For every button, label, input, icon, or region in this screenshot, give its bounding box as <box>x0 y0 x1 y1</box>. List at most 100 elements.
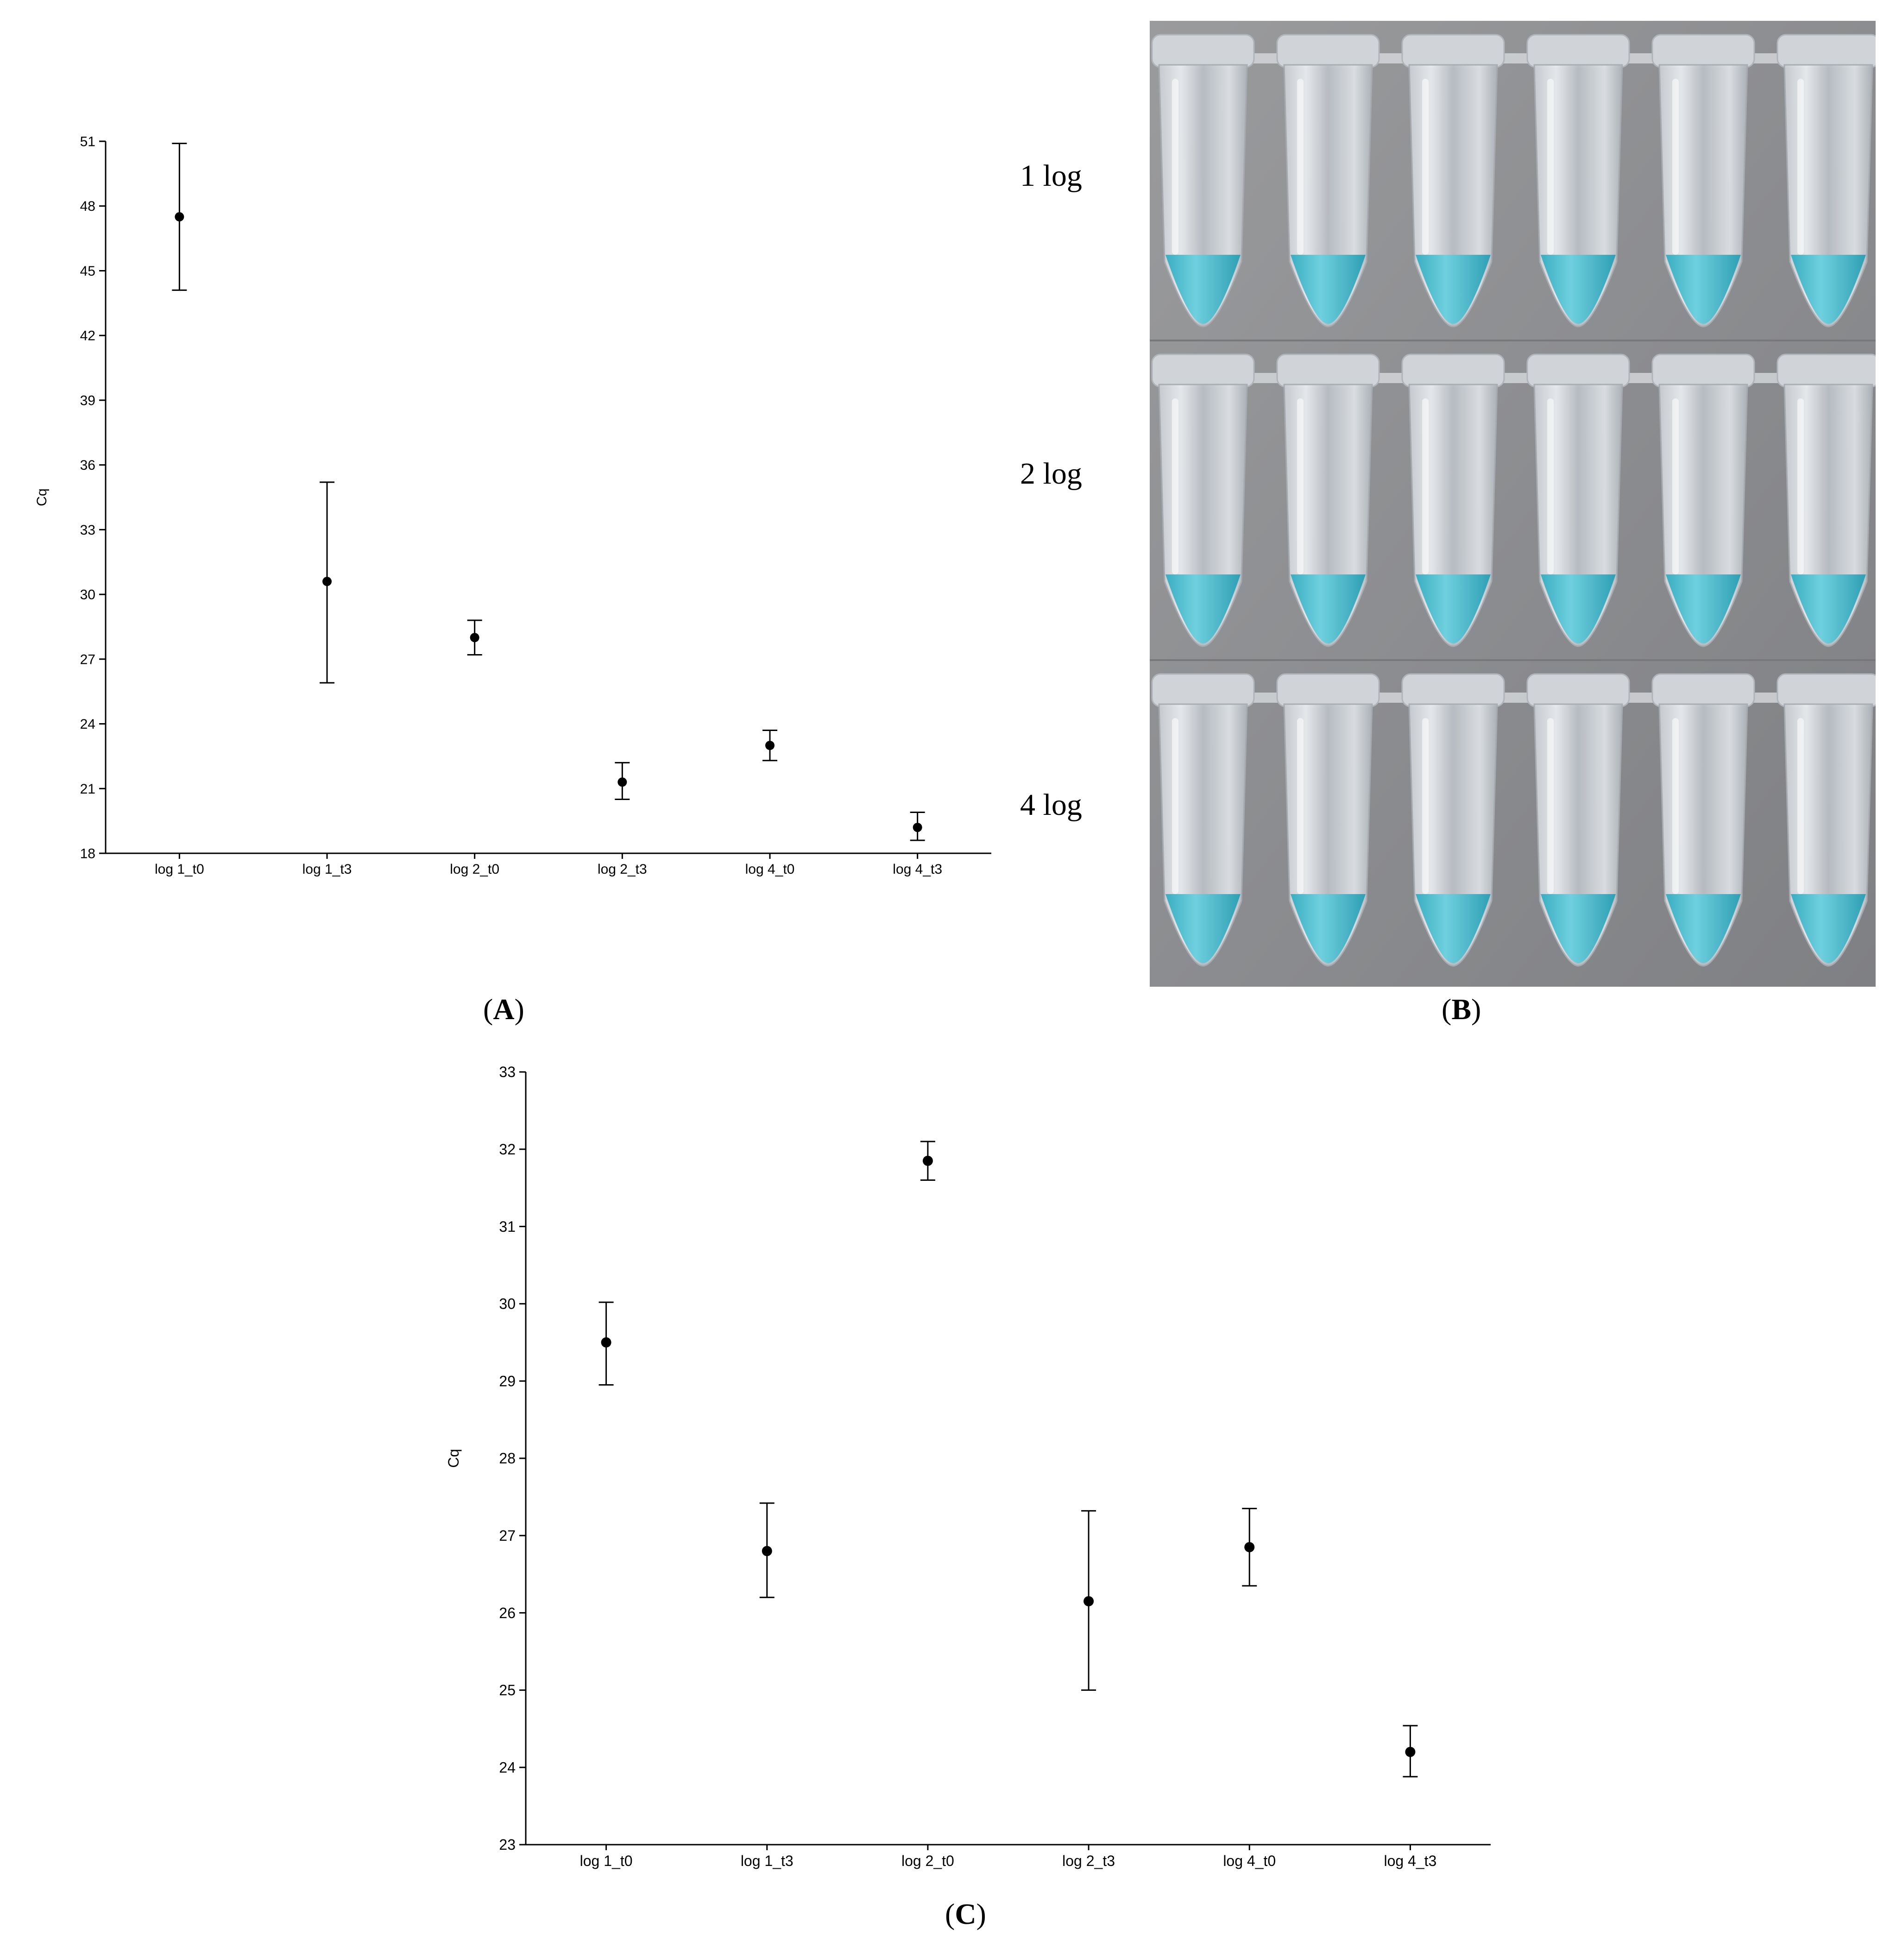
data-point-4 <box>765 741 775 750</box>
tube-cap-0-4 <box>1651 34 1755 68</box>
x-tick-label-5: log 4_t3 <box>1384 1853 1436 1869</box>
y-tick-label-7: 30 <box>499 1296 516 1312</box>
chart-a: 18 21 24 27 30 33 36 39 42 45 48 51 Cq log 1_t0 log 1_… <box>34 134 991 877</box>
photo-background <box>1150 21 1876 987</box>
tube-cap-0-0 <box>1151 34 1255 68</box>
y-tick-label-4: 27 <box>499 1527 516 1544</box>
strip-0 <box>1159 53 1866 63</box>
y-axis-label: Cq <box>445 1449 462 1468</box>
tube-highlight-0-0 <box>1172 79 1178 255</box>
chart-c: 23 24 25 26 27 28 29 30 31 32 33 Cq log 1_t0 log 1_t3… <box>445 1064 1491 1869</box>
tube-highlight-1-1 <box>1297 398 1304 574</box>
tube-liquid-0-3 <box>1541 255 1616 324</box>
tube-highlight-0-4 <box>1672 79 1679 255</box>
y-tick-label-1: 21 <box>80 781 95 797</box>
tube-highlight-0-3 <box>1547 79 1554 255</box>
y-tick-label-1: 24 <box>499 1759 516 1776</box>
y-tick-label-0: 23 <box>499 1836 516 1853</box>
x-tick-label-3: log 2_t3 <box>1062 1853 1115 1869</box>
y-tick-label-8: 42 <box>80 328 95 344</box>
tube-highlight-1-4 <box>1672 398 1679 574</box>
x-tick-label-2: log 2_t0 <box>901 1853 954 1869</box>
x-tick-label-0: log 1_t0 <box>155 862 204 877</box>
tube-highlight-1-2 <box>1422 398 1429 574</box>
data-point-0 <box>601 1337 611 1348</box>
tube-cap-1-4 <box>1651 353 1755 388</box>
tube-liquid-2-1 <box>1291 894 1366 963</box>
tube-cap-1-2 <box>1401 353 1505 388</box>
x-tick-label-0: log 1_t0 <box>580 1853 633 1869</box>
tube-liquid-1-2 <box>1416 574 1491 643</box>
data-point-5 <box>1405 1746 1416 1757</box>
tube-cap-2-0 <box>1151 673 1255 707</box>
y-tick-label-10: 48 <box>80 199 95 214</box>
tube-highlight-2-2 <box>1422 718 1429 894</box>
data-point-0 <box>175 212 184 222</box>
tube-photo <box>1150 21 1876 987</box>
data-point-2 <box>922 1155 933 1166</box>
y-axis-label: Cq <box>34 488 50 506</box>
y-tick-label-11: 51 <box>80 134 95 150</box>
strip-1 <box>1159 373 1866 383</box>
panel-label-c: (C) <box>945 1897 986 1930</box>
y-tick-label-9: 45 <box>80 264 95 279</box>
tube-cap-2-1 <box>1276 673 1380 707</box>
row-label-1log: 1 log <box>1020 159 1082 193</box>
y-tick-label-2: 25 <box>499 1682 516 1699</box>
tube-cap-2-5 <box>1776 673 1876 707</box>
tube-highlight-2-4 <box>1672 718 1679 894</box>
y-tick-label-4: 30 <box>80 587 95 603</box>
tube-cap-0-3 <box>1526 34 1630 68</box>
tube-highlight-2-5 <box>1797 718 1804 894</box>
tube-highlight-1-5 <box>1797 398 1804 574</box>
tube-liquid-2-3 <box>1541 894 1616 963</box>
data-point-1 <box>762 1546 772 1557</box>
y-tick-label-5: 33 <box>80 523 95 538</box>
y-tick-label-3: 26 <box>499 1605 516 1621</box>
x-tick-label-3: log 2_t3 <box>598 862 647 877</box>
tube-liquid-1-1 <box>1291 574 1366 643</box>
y-tick-label-2: 24 <box>80 717 95 732</box>
tube-cap-2-3 <box>1526 673 1630 707</box>
x-tick-label-2: log 2_t0 <box>450 862 499 877</box>
tube-highlight-0-5 <box>1797 79 1804 255</box>
panel-label-b: (B) <box>1442 993 1481 1026</box>
tube-highlight-2-3 <box>1547 718 1554 894</box>
tube-liquid-2-4 <box>1666 894 1741 963</box>
y-tick-label-6: 29 <box>499 1373 516 1389</box>
tube-cap-0-5 <box>1776 34 1876 68</box>
y-tick-label-6: 36 <box>80 458 95 473</box>
tube-liquid-2-0 <box>1165 894 1241 963</box>
data-point-2 <box>470 633 479 643</box>
x-tick-label-1: log 1_t3 <box>302 862 352 877</box>
y-tick-label-5: 28 <box>499 1450 516 1467</box>
tube-highlight-0-2 <box>1422 79 1429 255</box>
tube-liquid-0-5 <box>1791 255 1866 324</box>
x-tick-label-4: log 4_t0 <box>745 862 795 877</box>
data-point-3 <box>1083 1596 1094 1607</box>
tube-cap-2-4 <box>1651 673 1755 707</box>
tube-cap-1-0 <box>1151 353 1255 388</box>
x-tick-label-1: log 1_t3 <box>741 1853 794 1869</box>
tube-liquid-1-3 <box>1541 574 1616 643</box>
tube-cap-1-5 <box>1776 353 1876 388</box>
strip-2 <box>1159 693 1866 703</box>
y-tick-label-8: 31 <box>499 1218 516 1235</box>
tube-liquid-2-2 <box>1416 894 1491 963</box>
tube-cap-2-2 <box>1401 673 1505 707</box>
tube-highlight-0-1 <box>1297 79 1304 255</box>
x-tick-label-4: log 4_t0 <box>1223 1853 1276 1869</box>
data-point-4 <box>1244 1542 1255 1552</box>
tube-cap-1-3 <box>1526 353 1630 388</box>
x-tick-label-5: log 4_t3 <box>893 862 942 877</box>
panel-label-a: (A) <box>483 993 524 1026</box>
tube-highlight-1-3 <box>1547 398 1554 574</box>
tube-highlight-2-1 <box>1297 718 1304 894</box>
y-tick-label-10: 33 <box>499 1064 516 1080</box>
tube-liquid-1-0 <box>1165 574 1241 643</box>
tube-cap-0-1 <box>1276 34 1380 68</box>
row-label-2log: 2 log <box>1020 457 1082 491</box>
y-tick-label-0: 18 <box>80 846 95 862</box>
y-tick-label-7: 39 <box>80 393 95 408</box>
data-point-1 <box>322 577 332 586</box>
